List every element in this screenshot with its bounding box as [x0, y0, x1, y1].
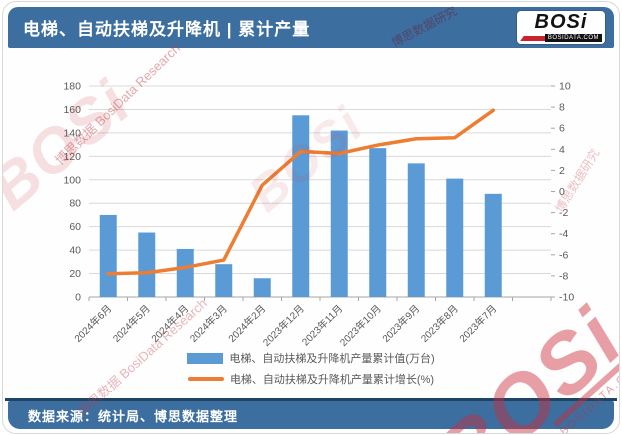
bar-2024年5月 [138, 232, 156, 297]
gridlines [88, 85, 555, 301]
svg-text:2023年9月: 2023年9月 [379, 302, 422, 345]
legend-label-bar: 电梯、自动扶梯及升降机产量累计值(万台) [229, 353, 435, 365]
bosi-logo: BOSi BOSIDATA.COM [517, 11, 605, 44]
bar-2024年6月 [99, 214, 117, 297]
logo-text: BOSi [534, 11, 588, 33]
svg-text:2023年12月: 2023年12月 [260, 302, 307, 349]
bar-series-swatch-icon [187, 352, 224, 364]
svg-text:20: 20 [69, 268, 81, 280]
svg-text:2023年8月: 2023年8月 [418, 302, 461, 345]
svg-text:2024年2月: 2024年2月 [225, 302, 268, 345]
x-axis-labels: 2024年6月2024年5月2024年4月2024年3月2024年2月2023年… [71, 302, 499, 349]
svg-text:6: 6 [559, 123, 565, 135]
svg-text:2023年10月: 2023年10月 [337, 302, 384, 349]
header: 电梯、自动扶梯及升降机 | 累计产量 BOSi BOSIDATA.COM [8, 7, 614, 48]
bar-2024年3月 [215, 264, 233, 297]
svg-text:-2: -2 [559, 207, 568, 219]
svg-text:-8: -8 [559, 270, 568, 282]
bar-2023年7月 [484, 193, 502, 297]
bar-2023年9月 [407, 163, 425, 297]
svg-text:2024年5月: 2024年5月 [110, 302, 153, 345]
svg-text:160: 160 [63, 104, 81, 116]
svg-text:80: 80 [69, 198, 81, 210]
bar-series [99, 115, 502, 297]
svg-text:0: 0 [559, 186, 565, 198]
svg-text:120: 120 [63, 151, 81, 163]
data-source-text: 数据来源：统计局、博思数据整理 [28, 408, 239, 424]
bar-2023年12月 [292, 115, 310, 297]
chart-canvas: 0 20 40 60 80 100 120 140 160 180 -10 -8 -6 -4 -2 0 2 4 6 8… [63, 81, 574, 349]
svg-text:60: 60 [69, 221, 81, 233]
bar-2024年4月 [176, 248, 194, 297]
svg-text:-4: -4 [559, 228, 568, 240]
svg-text:10: 10 [559, 81, 571, 93]
page-title: 电梯、自动扶梯及升降机 | 累计产量 [23, 20, 311, 39]
svg-text:100: 100 [63, 174, 81, 186]
svg-text:2024年4月: 2024年4月 [148, 302, 191, 345]
svg-text:2023年7月: 2023年7月 [456, 302, 499, 345]
svg-text:40: 40 [69, 245, 81, 257]
bar-2023年11月 [330, 130, 348, 297]
footer: 数据来源：统计局、博思数据整理 [8, 401, 614, 429]
axis-labels: 0 20 40 60 80 100 120 140 160 180 -10 -8 -6 -4 -2 0 2 4 6 8… [63, 81, 574, 304]
legend-item-bar: 电梯、自动扶梯及升降机产量累计值(万台) [187, 350, 435, 366]
svg-text:8: 8 [559, 102, 565, 114]
line-series-swatch-icon [187, 377, 224, 381]
bar-2023年10月 [369, 148, 387, 297]
svg-text:-10: -10 [559, 292, 574, 304]
svg-text:2024年6月: 2024年6月 [71, 302, 114, 345]
bar-2024年2月 [253, 278, 271, 297]
chart-legend: 电梯、自动扶梯及升降机产量累计值(万台) 电梯、自动扶梯及升降机产量累计增长(%… [3, 350, 619, 387]
svg-text:180: 180 [63, 81, 81, 93]
svg-text:2: 2 [559, 165, 565, 177]
logo-subtitle: BOSIDATA.COM [544, 34, 602, 42]
bar-2023年8月 [446, 178, 464, 297]
svg-text:0: 0 [75, 292, 81, 304]
legend-label-line: 电梯、自动扶梯及升降机产量累计增长(%) [229, 374, 435, 386]
svg-text:140: 140 [63, 127, 81, 139]
svg-text:4: 4 [559, 144, 565, 156]
svg-text:2024年3月: 2024年3月 [187, 302, 230, 345]
line-series [106, 108, 495, 276]
svg-text:-6: -6 [559, 249, 568, 261]
legend-item-line: 电梯、自动扶梯及升降机产量累计增长(%) [187, 371, 435, 387]
footer-divider [5, 398, 617, 401]
